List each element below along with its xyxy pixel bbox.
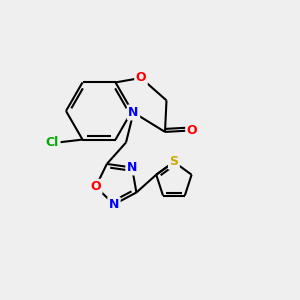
Text: O: O (90, 180, 101, 193)
Text: O: O (136, 71, 146, 84)
Text: O: O (187, 124, 197, 137)
Text: Cl: Cl (46, 136, 59, 149)
Text: N: N (128, 106, 139, 119)
Text: N: N (127, 161, 137, 174)
Text: S: S (169, 155, 178, 168)
Text: N: N (109, 198, 119, 211)
